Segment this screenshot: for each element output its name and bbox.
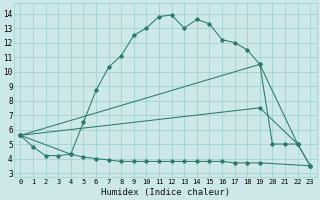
X-axis label: Humidex (Indice chaleur): Humidex (Indice chaleur) (101, 188, 230, 197)
